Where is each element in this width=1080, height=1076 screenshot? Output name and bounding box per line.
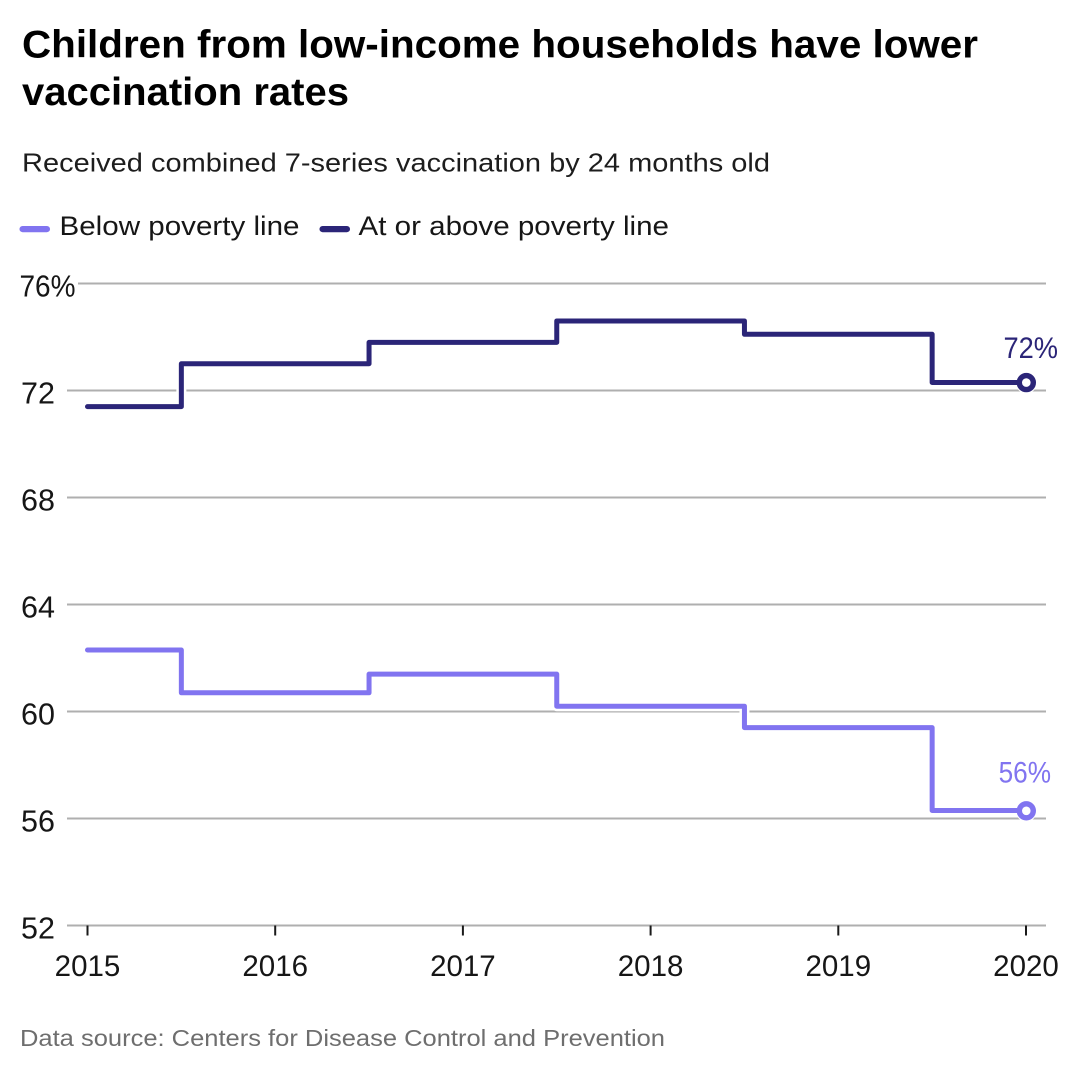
svg-text:Children from low-income house: Children from low-income households have… [22,24,978,67]
svg-text:56: 56 [21,804,55,838]
svg-text:2017: 2017 [430,950,496,983]
svg-text:2015: 2015 [55,950,121,983]
svg-text:72: 72 [21,376,55,410]
svg-text:76%: 76% [20,269,76,303]
svg-text:2020: 2020 [993,950,1059,983]
svg-text:56%: 56% [999,757,1051,790]
svg-text:64: 64 [21,590,55,624]
svg-text:52: 52 [21,911,55,945]
svg-text:vaccination rates: vaccination rates [22,71,349,114]
svg-text:Below poverty line: Below poverty line [60,211,300,241]
svg-text:72%: 72% [1004,332,1059,365]
svg-text:At or above poverty line: At or above poverty line [359,211,670,241]
svg-text:2016: 2016 [242,950,308,983]
svg-text:60: 60 [21,697,55,731]
svg-text:Received combined 7-series vac: Received combined 7-series vaccination b… [22,148,770,178]
svg-text:Data source: Centers for Disea: Data source: Centers for Disease Control… [20,1025,665,1051]
svg-text:2018: 2018 [618,950,684,983]
svg-text:68: 68 [21,483,55,517]
svg-text:2019: 2019 [805,950,871,983]
